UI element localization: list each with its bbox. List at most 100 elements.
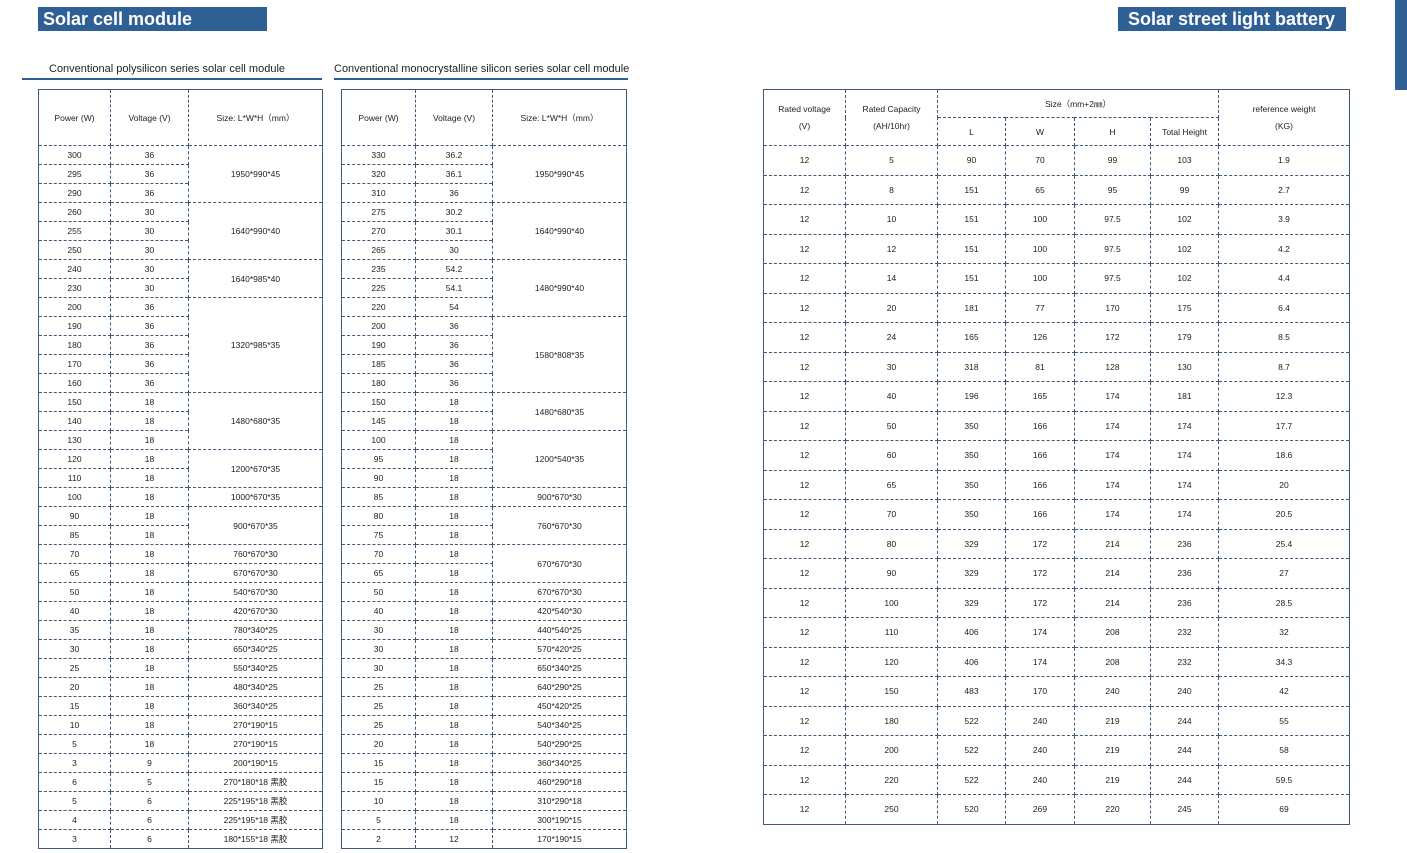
section-title: Solar cell module [38,7,267,31]
cell: 320 [341,164,416,184]
row: 25 18 640*290*25 [341,677,627,697]
cell: 36 [110,164,189,184]
cell: 6 [110,810,189,830]
cell: 99 [1074,145,1151,176]
cell: 236 [1149,558,1220,589]
cell: 350 [937,410,1006,441]
cell: 1640*990*40 [188,202,323,260]
battery-table: Rated voltage (V) Rated Capacity (AH/10hr) S… [763,89,1351,825]
cell: 214 [1074,558,1151,589]
cell: 174 [1074,381,1151,412]
row: 100 18 1200*540*35 [341,430,627,488]
header-cell: reference weight (KG) [1218,89,1351,146]
cell: 200*190*15 [188,753,323,773]
cell: 1200*670*35 [188,449,323,488]
row: 12 60 350 166 174 174 18.6 [763,440,1351,471]
row: 12 12 151 100 97.5 102 4.2 [763,233,1351,264]
cell: 196 [937,381,1006,412]
row: 15 18 360*340*25 [38,696,323,716]
cell: 240 [1005,764,1075,795]
cell: 10 [845,204,938,235]
cell: 18 [415,639,493,659]
cell: 12 [763,528,846,559]
cell: 18 [110,525,189,545]
cell: 180 [38,335,111,355]
cell: 483 [937,676,1006,707]
cell: 30 [341,658,416,678]
cell: 12 [763,145,846,176]
row: 310 36 [341,183,627,203]
cell: 174 [1005,617,1075,648]
cell: 3 [38,753,111,773]
header-cell: H [1074,117,1151,146]
cell: 70 [38,544,111,564]
cell: 150 [341,392,416,412]
cell: 245 [1149,794,1220,825]
cell: 36 [415,373,493,393]
cell: 50 [38,582,111,602]
row: 330 36.2 1950*990*45 [341,145,627,203]
row: 220 54 [341,297,627,317]
header-cell: Size: L*W*H（mm） [188,89,323,146]
cell: 1200*540*35 [492,430,627,488]
cell: 260 [38,202,111,222]
cell: 329 [937,558,1006,589]
header-cell: L [937,117,1006,146]
row: 225 54.1 [341,278,627,298]
cell: 97.5 [1074,263,1151,294]
header-cell: Rated Capacity (AH/10hr) [845,89,938,146]
cell: 65 [1005,174,1075,205]
cell: 9 [110,753,189,773]
cell: 165 [937,322,1006,353]
cell: 270*190*15 [188,734,323,754]
row: 25 18 450*420*25 [341,696,627,716]
cell: 270*180*18 黑胶 [188,772,323,792]
row: 15 18 360*340*25 [341,753,627,773]
cell: 4.2 [1218,233,1351,264]
cell: 18.6 [1218,440,1351,471]
cell: 1950*990*45 [188,145,323,203]
cell: 420*540*30 [492,601,627,621]
cell: 670*670*30 [492,544,627,583]
cell: 5 [38,734,111,754]
cell: 18 [415,677,493,697]
cell: 18 [415,715,493,735]
header-cell: Voltage (V) [110,89,189,146]
cell: 151 [937,204,1006,235]
cell: 102 [1149,204,1220,235]
cell: 8 [845,174,938,205]
cell: 174 [1149,499,1220,530]
row: 12 24 165 126 172 179 8.5 [763,322,1351,353]
row: 95 18 [341,449,627,469]
cell: 25.4 [1218,528,1351,559]
row: 190 36 [38,316,323,336]
cell: 310*290*18 [492,791,627,811]
cell: 30 [38,639,111,659]
cell: 450*420*25 [492,696,627,716]
cell: 100 [1005,263,1075,294]
row: 200 36 1580*808*35 [341,316,627,393]
cell: 6 [38,772,111,792]
row: 12 20 181 77 170 175 6.4 [763,292,1351,323]
cell: 190 [38,316,111,336]
cell: 166 [1005,440,1075,471]
cell: 236 [1149,528,1220,559]
cell: 18 [110,468,189,488]
cell: 350 [937,469,1006,500]
cell: 244 [1149,735,1220,766]
row: 50 18 540*670*30 [38,582,323,602]
cell: 18 [415,601,493,621]
row: 295 36 [38,164,323,184]
header-cell: Rated voltage (V) [763,89,846,146]
cell: 130 [1149,351,1220,382]
cell: 12 [415,829,493,849]
cell: 102 [1149,233,1220,264]
cell: 30 [415,240,493,260]
cell: 77 [1005,292,1075,323]
cell: 5 [38,791,111,811]
row: 12 120 406 174 208 232 34.3 [763,646,1351,677]
row: 3 6 180*155*18 黑胶 [38,829,323,849]
cell: 174 [1074,469,1151,500]
cell: 18 [110,506,189,526]
cell: 14 [845,263,938,294]
